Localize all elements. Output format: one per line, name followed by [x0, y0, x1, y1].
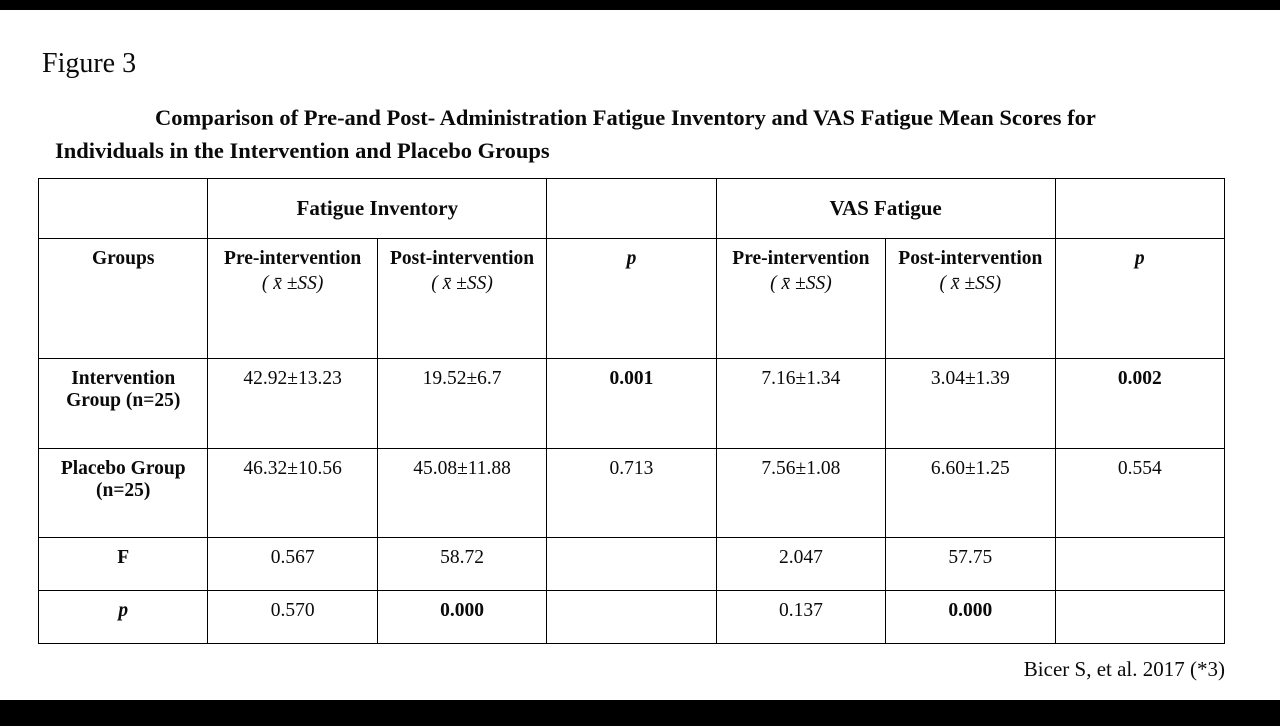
mean-sd-notation: ( x̄ ±SS): [431, 273, 493, 294]
column-header-groups: Groups: [37, 238, 209, 359]
post-intervention-label: Post-intervention: [390, 248, 535, 269]
column-header-vas-p: p: [1054, 238, 1226, 359]
column-header-vas-pre: Pre-intervention ( x̄ ±SS): [715, 238, 887, 359]
cell-placebo-vas-post: 6.60±1.25: [885, 448, 1056, 538]
row-label-f: F: [37, 537, 209, 591]
mean-sd-notation: ( x̄ ±SS): [939, 273, 1002, 294]
cell-placebo-fi-pre: 46.32±10.56: [207, 448, 378, 538]
cell-p-vas-post: 0.000: [885, 590, 1056, 644]
table-row-f-statistic: F 0.567 58.72 2.047 57.75: [37, 537, 1226, 591]
corner-cell: [37, 178, 209, 239]
cell-placebo-vas-p: 0.554: [1054, 448, 1226, 538]
post-intervention-label: Post-intervention: [898, 248, 1043, 269]
column-header-fi-post: Post-intervention ( x̄ ±SS): [376, 238, 548, 359]
cell-p-fi-post: 0.000: [376, 590, 548, 644]
group-header-spacer-2: [1054, 178, 1226, 239]
cell-p-fi-p-empty: [546, 590, 717, 644]
column-header-fi-p: p: [546, 238, 717, 359]
comparison-table-container: Fatigue Inventory VAS Fatigue Groups Pre…: [37, 178, 1226, 644]
cell-intervention-fi-pre: 42.92±13.23: [207, 358, 378, 449]
table-row-p-value: p 0.570 0.000 0.137 0.000: [37, 590, 1226, 644]
cell-intervention-fi-post: 19.52±6.7: [376, 358, 548, 449]
column-header-vas-post: Post-intervention ( x̄ ±SS): [885, 238, 1056, 359]
letterbox-top-bar: [0, 0, 1280, 10]
cell-p-vas-p-empty: [1054, 590, 1226, 644]
pre-intervention-label: Pre-intervention: [732, 248, 870, 269]
letterbox-bottom-bar: [0, 700, 1280, 726]
figure-title: Comparison of Pre-and Post- Administrati…: [55, 105, 1096, 163]
cell-intervention-vas-pre: 7.16±1.34: [715, 358, 887, 449]
mean-sd-notation: ( x̄ ±SS): [770, 273, 832, 294]
row-label-intervention-group: Intervention Group (n=25): [37, 358, 209, 449]
cell-f-fi-pre: 0.567: [207, 537, 378, 591]
cell-f-vas-p-empty: [1054, 537, 1226, 591]
table-row-intervention-group: Intervention Group (n=25) 42.92±13.23 19…: [37, 358, 1226, 449]
cell-f-vas-post: 57.75: [885, 537, 1056, 591]
mean-sd-notation: ( x̄ ±SS): [261, 273, 324, 294]
cell-p-vas-pre: 0.137: [715, 590, 887, 644]
cell-p-fi-pre: 0.570: [207, 590, 378, 644]
cell-f-fi-p-empty: [546, 537, 717, 591]
pre-intervention-label: Pre-intervention: [224, 248, 362, 269]
table-row-placebo-group: Placebo Group (n=25) 46.32±10.56 45.08±1…: [37, 448, 1226, 538]
cell-placebo-fi-p: 0.713: [546, 448, 717, 538]
comparison-table: Fatigue Inventory VAS Fatigue Groups Pre…: [37, 178, 1226, 644]
group-header-spacer-1: [546, 178, 717, 239]
source-citation: Bicer S, et al. 2017 (*3): [1023, 657, 1225, 681]
cell-f-vas-pre: 2.047: [715, 537, 887, 591]
cell-f-fi-post: 58.72: [376, 537, 548, 591]
cell-intervention-fi-p: 0.001: [546, 358, 717, 449]
group-header-fatigue-inventory: Fatigue Inventory: [207, 178, 548, 239]
row-label-p: p: [37, 590, 209, 644]
cell-intervention-vas-post: 3.04±1.39: [885, 358, 1056, 449]
row-label-placebo-group: Placebo Group (n=25): [37, 448, 209, 538]
cell-intervention-vas-p: 0.002: [1054, 358, 1226, 449]
table-row-group-headers: Fatigue Inventory VAS Fatigue: [37, 178, 1226, 239]
column-header-fi-pre: Pre-intervention ( x̄ ±SS): [207, 238, 378, 359]
table-row-column-headers: Groups Pre-intervention ( x̄ ±SS) Post-i…: [37, 238, 1226, 359]
cell-placebo-fi-post: 45.08±11.88: [376, 448, 548, 538]
figure-label: Figure 3: [42, 48, 137, 79]
cell-placebo-vas-pre: 7.56±1.08: [715, 448, 887, 538]
group-header-vas-fatigue: VAS Fatigue: [715, 178, 1056, 239]
